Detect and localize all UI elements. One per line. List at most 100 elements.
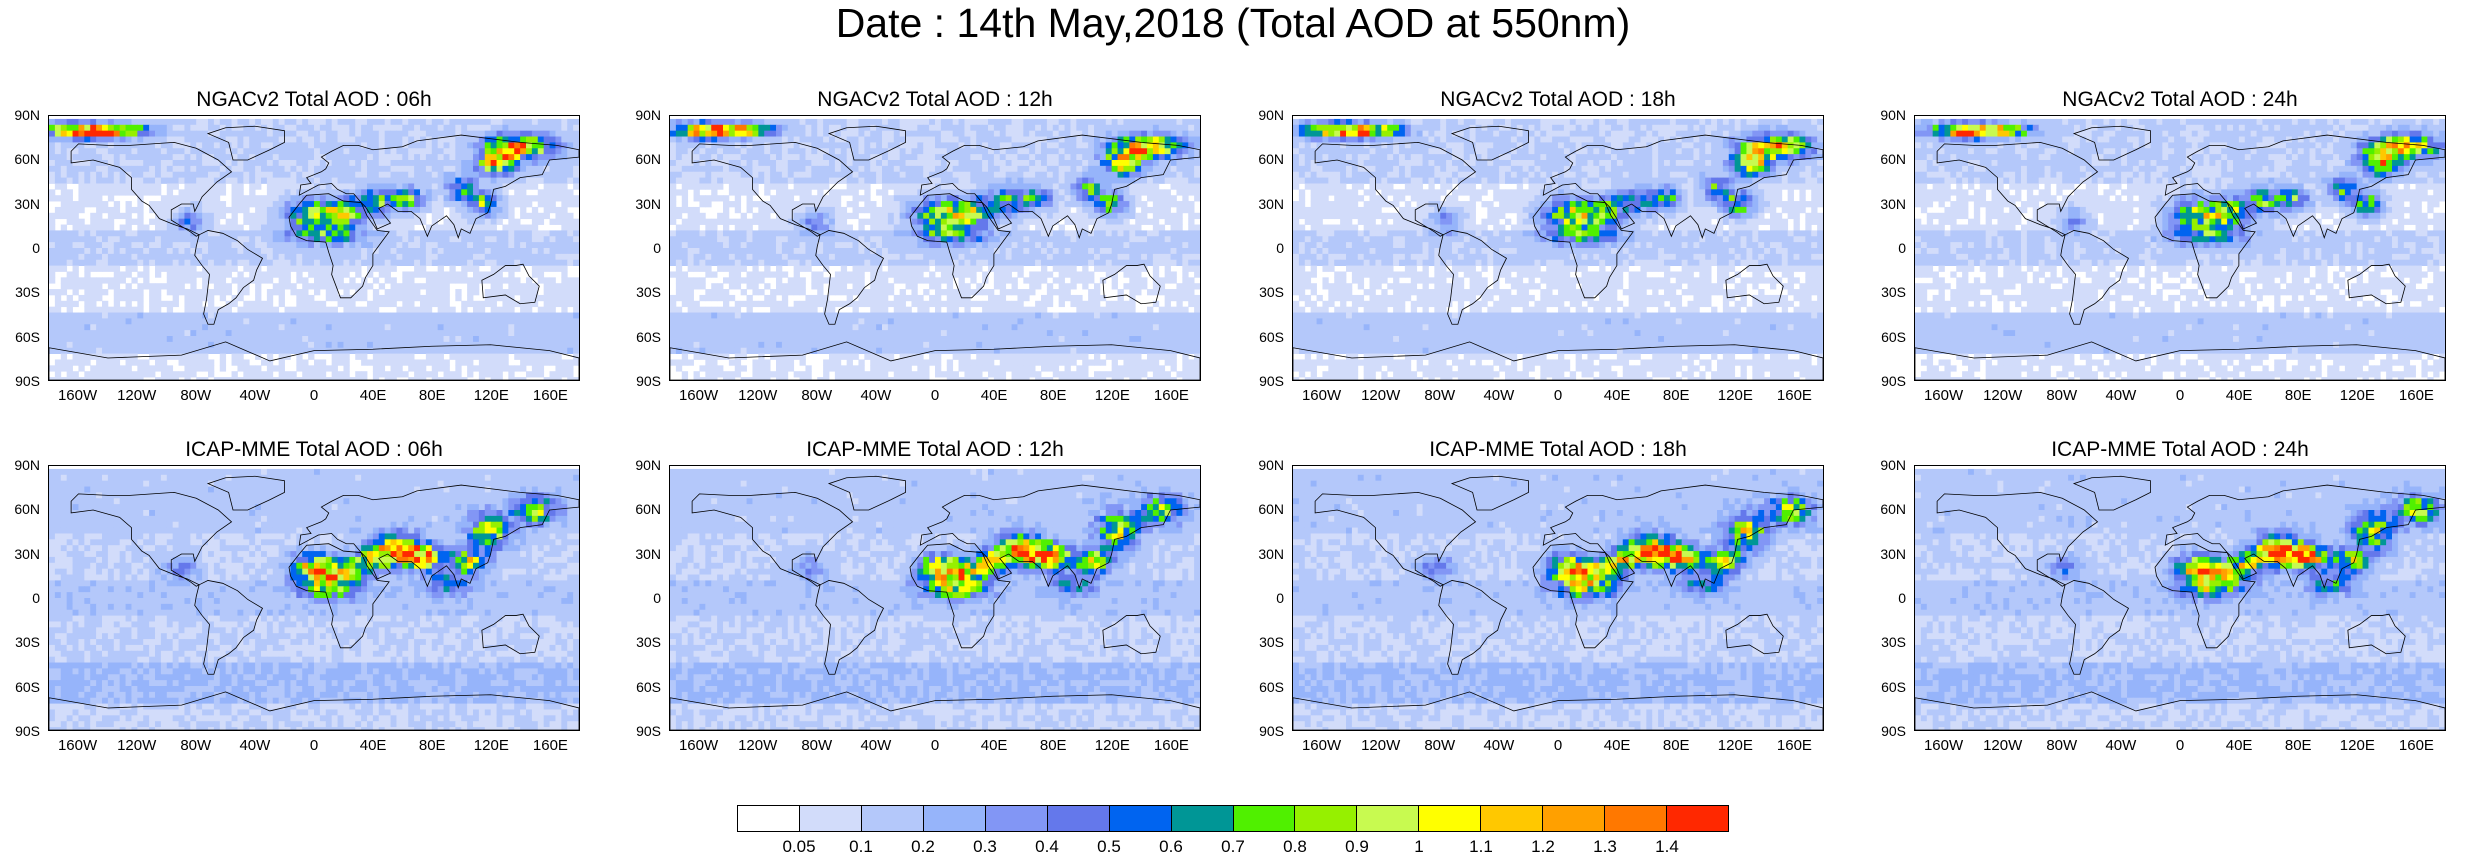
aod-cell xyxy=(179,219,185,225)
aod-cell xyxy=(467,289,473,295)
aod-cell xyxy=(461,142,467,148)
aod-cell xyxy=(214,148,220,154)
aod-cell xyxy=(243,289,249,295)
aod-cell xyxy=(508,307,514,313)
aod-cell xyxy=(120,137,126,143)
aod-cell xyxy=(1029,189,1035,195)
aod-cell xyxy=(184,301,190,307)
aod-cell xyxy=(567,119,573,125)
aod-cell xyxy=(202,183,208,189)
aod-cell xyxy=(226,154,232,160)
aod-cell xyxy=(432,160,438,166)
aod-cell xyxy=(379,359,385,365)
aod-cell xyxy=(555,230,561,236)
aod-cell xyxy=(126,330,132,336)
aod-cell xyxy=(237,189,243,195)
aod-cell xyxy=(1006,195,1012,201)
aod-cell xyxy=(473,178,479,184)
aod-cell xyxy=(84,359,90,365)
aod-cell xyxy=(479,318,485,324)
aod-cell xyxy=(131,183,137,189)
aod-cell xyxy=(823,172,829,178)
aod-cell xyxy=(508,148,514,154)
aod-cell xyxy=(167,213,173,219)
aod-cell xyxy=(396,230,402,236)
aod-cell xyxy=(526,236,532,242)
aod-cell xyxy=(414,348,420,354)
aod-cell xyxy=(302,295,308,301)
aod-cell xyxy=(1006,178,1012,184)
aod-cell xyxy=(161,119,167,125)
aod-cell xyxy=(102,119,108,125)
aod-cell xyxy=(373,330,379,336)
aod-cell xyxy=(414,119,420,125)
aod-cell xyxy=(349,148,355,154)
aod-cell xyxy=(391,266,397,272)
aod-cell xyxy=(817,172,823,178)
aod-cell xyxy=(811,148,817,154)
aod-cell xyxy=(396,154,402,160)
aod-cell xyxy=(243,178,249,184)
aod-cell xyxy=(126,295,132,301)
aod-cell xyxy=(682,137,688,143)
aod-cell xyxy=(314,307,320,313)
aod-cell xyxy=(550,371,556,377)
aod-cell xyxy=(314,318,320,324)
aod-cell xyxy=(711,142,717,148)
aod-cell xyxy=(202,295,208,301)
aod-cell xyxy=(308,318,314,324)
aod-cell xyxy=(420,313,426,319)
aod-cell xyxy=(491,348,497,354)
aod-cell xyxy=(473,242,479,248)
aod-cell xyxy=(526,183,532,189)
aod-cell xyxy=(279,236,285,242)
aod-cell xyxy=(167,178,173,184)
aod-cell xyxy=(355,377,361,380)
aod-cell xyxy=(190,219,196,225)
aod-cell xyxy=(90,377,96,380)
aod-cell xyxy=(1000,137,1006,143)
aod-cell xyxy=(61,160,67,166)
aod-cell xyxy=(782,154,788,160)
aod-cell xyxy=(876,131,882,137)
aod-cell xyxy=(479,160,485,166)
aod-cell xyxy=(320,254,326,260)
aod-cell xyxy=(232,160,238,166)
aod-cell xyxy=(502,230,508,236)
aod-cell xyxy=(544,354,550,360)
aod-cell xyxy=(326,313,332,319)
aod-cell xyxy=(929,201,935,207)
aod-cell xyxy=(473,131,479,137)
aod-cell xyxy=(190,154,196,160)
aod-cell xyxy=(161,154,167,160)
aod-cell xyxy=(670,166,676,172)
aod-cell xyxy=(308,248,314,254)
aod-cell xyxy=(711,154,717,160)
aod-cell xyxy=(184,354,190,360)
aod-cell xyxy=(285,178,291,184)
aod-cell xyxy=(491,307,497,313)
aod-cell xyxy=(208,142,214,148)
aod-cell xyxy=(567,324,573,330)
aod-cell xyxy=(514,330,520,336)
aod-cell xyxy=(420,119,426,125)
aod-cell xyxy=(320,242,326,248)
aod-cell xyxy=(900,178,906,184)
aod-cell xyxy=(491,254,497,260)
aod-cell xyxy=(1118,154,1124,160)
aod-cell xyxy=(1171,195,1177,201)
aod-cell xyxy=(432,359,438,365)
aod-cell xyxy=(555,207,561,213)
aod-cell xyxy=(49,125,55,131)
aod-cell xyxy=(326,213,332,219)
aod-cell xyxy=(782,131,788,137)
aod-cell xyxy=(367,236,373,242)
aod-cell xyxy=(232,313,238,319)
aod-cell xyxy=(1059,201,1065,207)
aod-cell xyxy=(747,119,753,125)
aod-cell xyxy=(391,148,397,154)
aod-cell xyxy=(729,172,735,178)
aod-cell xyxy=(467,283,473,289)
aod-cell xyxy=(747,207,753,213)
aod-cell xyxy=(226,260,232,266)
